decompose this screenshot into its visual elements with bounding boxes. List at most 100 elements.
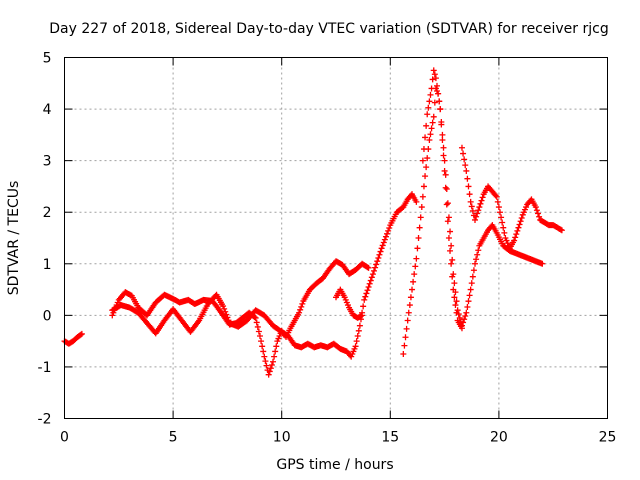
data-point [463, 167, 470, 174]
data-point [479, 194, 486, 201]
data-point [433, 82, 440, 89]
data-point [360, 303, 367, 310]
data-point [372, 264, 379, 271]
data-point [406, 302, 413, 309]
data-point [431, 71, 438, 78]
data-point [464, 303, 471, 310]
data-point [469, 273, 476, 280]
data-point [364, 264, 371, 271]
series-segment-1 [61, 330, 85, 347]
data-point [467, 198, 474, 205]
data-point [478, 197, 485, 204]
x-tick-label: 5 [169, 430, 178, 446]
data-point [375, 254, 382, 261]
series-segment-7 [333, 286, 366, 321]
data-point [493, 193, 500, 200]
data-point [361, 296, 368, 303]
data-point [442, 171, 449, 178]
data-point [467, 286, 474, 293]
data-point [419, 157, 426, 164]
data-point [518, 215, 525, 222]
data-point [298, 303, 305, 310]
data-point [424, 155, 431, 162]
data-point [409, 286, 416, 293]
data-point [445, 235, 452, 241]
data-point [429, 119, 436, 126]
data-point [468, 203, 475, 210]
data-point [384, 230, 391, 237]
data-point [224, 314, 231, 321]
data-point [495, 204, 502, 211]
chart-title: Day 227 of 2018, Sidereal Day-to-day VTE… [49, 21, 608, 37]
data-point [437, 106, 444, 113]
data-point [410, 278, 417, 285]
data-point [453, 309, 460, 316]
data-point [477, 200, 484, 207]
data-point [444, 200, 451, 207]
data-point [353, 338, 360, 345]
data-point [442, 184, 449, 191]
data-point [418, 204, 425, 211]
data-point [461, 316, 468, 323]
data-point [299, 300, 306, 307]
data-point [258, 338, 265, 345]
data-point [380, 239, 387, 246]
data-point [220, 303, 227, 310]
data-point [511, 237, 518, 244]
data-point [431, 99, 438, 106]
data-point [492, 192, 499, 199]
x-axis-label: GPS time / hours [276, 457, 393, 473]
data-point [253, 319, 260, 326]
data-point [463, 309, 470, 316]
y-tick-label: 4 [43, 102, 52, 118]
data-point [476, 204, 483, 211]
data-point [458, 325, 465, 332]
data-point [223, 311, 230, 318]
data-point [254, 323, 261, 330]
data-point [448, 242, 455, 249]
data-point [407, 294, 414, 301]
data-point [496, 209, 503, 216]
data-point [458, 144, 465, 151]
data-point [378, 245, 385, 252]
data-point [379, 242, 386, 249]
data-point [262, 358, 269, 365]
data-point [470, 267, 477, 274]
data-point [450, 286, 457, 293]
data-point [381, 236, 388, 243]
data-point [373, 261, 380, 268]
data-point [516, 221, 523, 228]
data-point [451, 294, 458, 301]
data-point [425, 104, 432, 111]
data-point [356, 322, 363, 329]
data-point [475, 207, 482, 214]
data-point [271, 353, 278, 360]
series-segment-5 [419, 67, 465, 332]
data-point [474, 251, 481, 258]
data-point [422, 173, 429, 180]
data-point [461, 156, 468, 163]
data-point [440, 144, 447, 151]
data-point [469, 207, 476, 214]
data-point [369, 271, 376, 278]
data-point [449, 273, 456, 280]
data-point [424, 111, 431, 118]
data-point [439, 137, 446, 144]
x-tick-label: 10 [273, 430, 291, 446]
data-point [465, 183, 472, 190]
data-point [451, 280, 458, 287]
data-point [428, 125, 435, 132]
data-point [273, 343, 280, 350]
data-point [472, 260, 479, 267]
data-point [296, 309, 303, 316]
data-point [354, 332, 361, 339]
data-point [359, 312, 366, 319]
grid [64, 57, 608, 419]
data-point [474, 210, 481, 217]
data-point [225, 317, 232, 324]
data-point [366, 280, 373, 287]
data-point [441, 157, 448, 164]
data-point [441, 167, 448, 174]
data-point [438, 121, 445, 128]
data-point [267, 365, 274, 372]
